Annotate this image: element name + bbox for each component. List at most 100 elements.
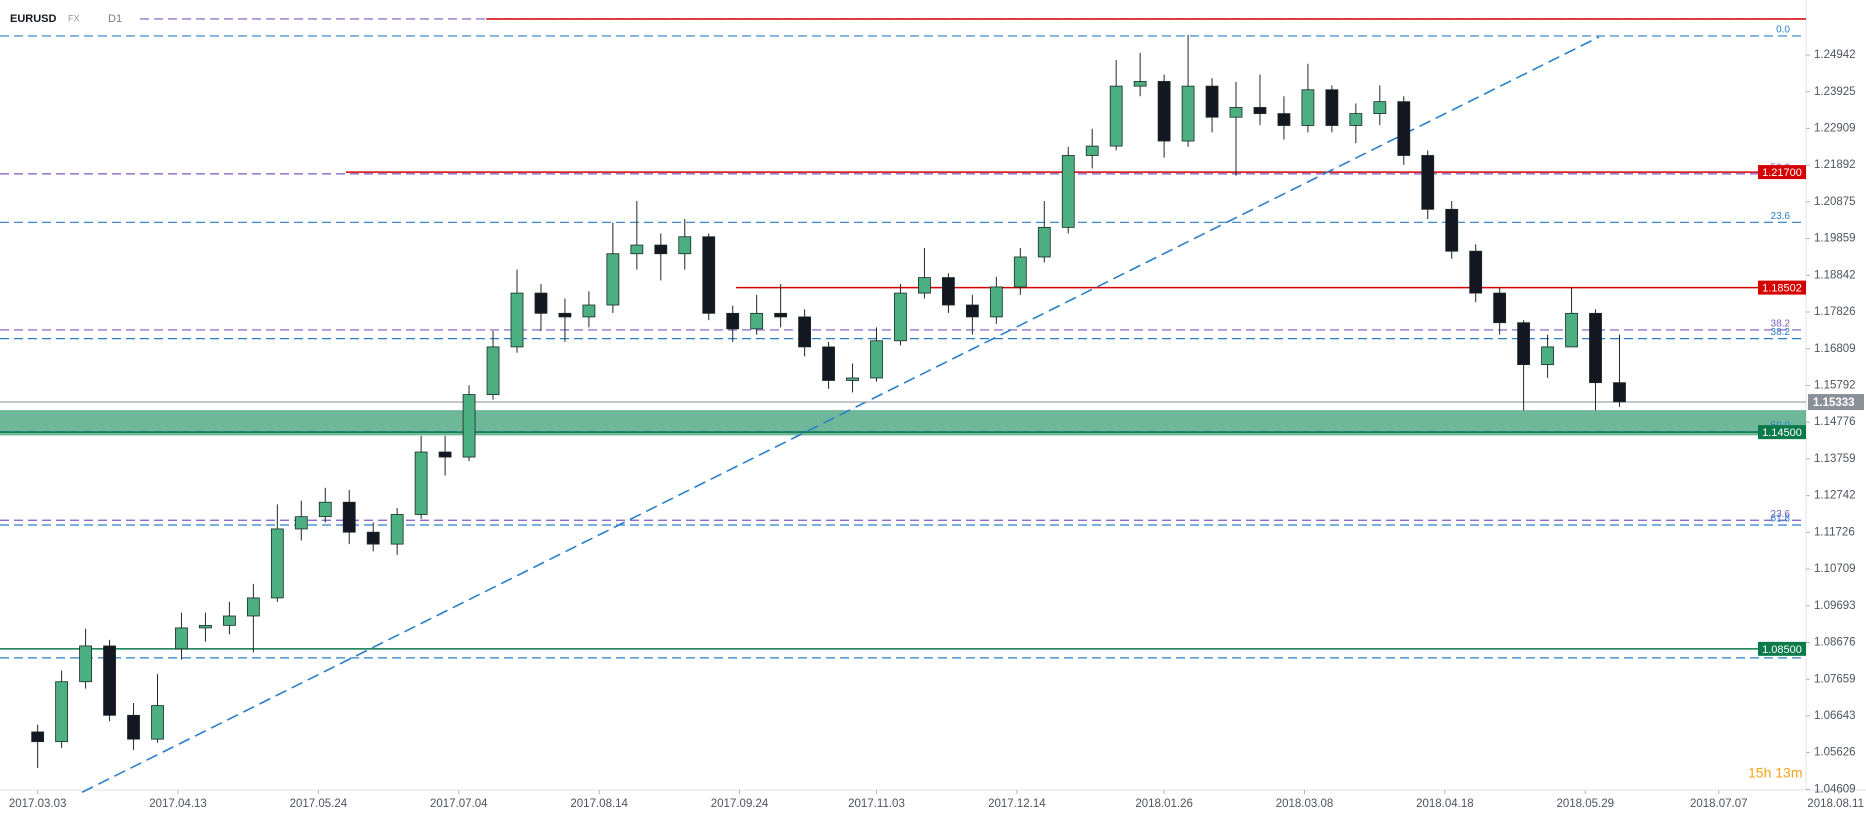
x-tick-label: 2017.03.03 bbox=[9, 798, 67, 810]
candle-body bbox=[918, 277, 931, 294]
x-tick-label: 2017.05.24 bbox=[290, 798, 348, 810]
header-bg bbox=[0, 10, 140, 28]
candle-body bbox=[318, 501, 332, 518]
level-box bbox=[1758, 280, 1806, 295]
candle-body bbox=[1469, 250, 1483, 294]
x-tick-label: 2017.12.14 bbox=[988, 798, 1046, 810]
candle-body bbox=[965, 304, 979, 318]
candle-body bbox=[894, 292, 907, 342]
timeframe: D1 bbox=[108, 13, 122, 25]
x-tick-label: 2018.07.07 bbox=[1690, 798, 1748, 810]
candle-body bbox=[558, 312, 572, 318]
candle-body bbox=[31, 731, 45, 743]
candle-body bbox=[199, 624, 212, 629]
candle-body bbox=[1349, 113, 1363, 126]
candle-body bbox=[1133, 81, 1147, 87]
candle-body bbox=[486, 346, 500, 395]
candle-body bbox=[822, 346, 835, 381]
candle-body bbox=[103, 645, 116, 716]
fib-label: 0.0 bbox=[1776, 25, 1790, 36]
candle-body bbox=[726, 312, 740, 330]
candle-body bbox=[462, 394, 476, 458]
candle-body bbox=[534, 292, 548, 314]
candle-body bbox=[1493, 292, 1507, 324]
candle-body bbox=[1397, 101, 1411, 156]
y-tick-label: 1.22909 bbox=[1814, 122, 1856, 134]
x-tick-label: 2018.01.26 bbox=[1135, 798, 1193, 810]
candle-body bbox=[1541, 346, 1554, 366]
x-tick-label: 2017.07.04 bbox=[430, 798, 488, 810]
y-tick-label: 1.06643 bbox=[1814, 710, 1856, 722]
y-tick-label: 1.08676 bbox=[1814, 637, 1856, 649]
fib-label: 23.6 bbox=[1771, 509, 1791, 520]
y-tick-label: 1.14776 bbox=[1814, 416, 1856, 428]
candle-body bbox=[1445, 208, 1459, 252]
y-tick-label: 1.16809 bbox=[1814, 343, 1856, 355]
candle-body bbox=[702, 236, 716, 314]
candle-body bbox=[1277, 113, 1291, 126]
candle-body bbox=[270, 528, 284, 599]
candle-body bbox=[1613, 382, 1626, 403]
candle-body bbox=[510, 292, 524, 348]
candle-body bbox=[222, 615, 236, 626]
candle-body bbox=[1205, 85, 1219, 118]
candle-body bbox=[1301, 89, 1315, 126]
candle-body bbox=[1037, 226, 1051, 258]
market: FX bbox=[68, 13, 80, 23]
symbol: EURUSD bbox=[10, 13, 57, 25]
candle-body bbox=[1589, 312, 1602, 384]
fib-label: 38.2 bbox=[1771, 327, 1791, 338]
candle-body bbox=[127, 714, 140, 740]
candle-body bbox=[366, 531, 380, 545]
candle-body bbox=[1517, 322, 1531, 366]
candle-body bbox=[582, 304, 596, 318]
y-tick-label: 1.18842 bbox=[1814, 269, 1856, 281]
candle-body bbox=[630, 244, 644, 255]
x-tick-label: 2018.08.11 bbox=[1807, 798, 1864, 810]
candle-body bbox=[1253, 107, 1267, 114]
support-zone bbox=[0, 410, 1806, 436]
x-tick-label: 2017.11.03 bbox=[848, 798, 905, 810]
candle-body bbox=[151, 705, 164, 740]
level-label: 1.21700 bbox=[1762, 167, 1802, 179]
candle-body bbox=[175, 627, 188, 650]
candle-body bbox=[798, 316, 812, 348]
y-tick-label: 1.10709 bbox=[1814, 563, 1856, 575]
candle-body bbox=[1061, 155, 1075, 228]
current-price-label: 1.15333 bbox=[1813, 397, 1855, 409]
y-tick-label: 1.12742 bbox=[1814, 490, 1856, 502]
x-tick-label: 2017.08.14 bbox=[570, 798, 628, 810]
x-tick-label: 2017.09.24 bbox=[711, 798, 769, 810]
candle-body bbox=[1085, 145, 1099, 156]
y-tick-label: 1.07659 bbox=[1814, 673, 1856, 685]
y-tick-label: 1.13759 bbox=[1814, 453, 1856, 465]
y-tick-label: 1.04609 bbox=[1814, 783, 1856, 795]
y-tick-label: 1.17826 bbox=[1814, 306, 1856, 318]
candle-body bbox=[1565, 312, 1578, 348]
y-tick-label: 1.23925 bbox=[1814, 86, 1856, 98]
candle-body bbox=[870, 340, 883, 379]
y-tick-label: 1.24942 bbox=[1814, 49, 1856, 61]
level-box bbox=[1758, 641, 1806, 656]
y-tick-label: 1.15792 bbox=[1814, 380, 1856, 392]
fib-label: 61.8 bbox=[1771, 514, 1791, 525]
y-tick-label: 1.20875 bbox=[1814, 196, 1856, 208]
candle-body bbox=[438, 451, 452, 458]
level-box bbox=[1758, 425, 1806, 440]
candle-body bbox=[246, 597, 260, 617]
candle-body bbox=[414, 451, 428, 515]
candle-body bbox=[1013, 256, 1027, 288]
candle-body bbox=[79, 645, 92, 683]
x-tick-label: 2018.03.08 bbox=[1276, 798, 1334, 810]
candle-body bbox=[1229, 107, 1243, 118]
candle-body bbox=[654, 244, 668, 255]
current-price-box bbox=[1808, 394, 1864, 411]
x-tick-label: 2018.05.29 bbox=[1556, 798, 1614, 810]
level-label: 1.08500 bbox=[1762, 644, 1802, 656]
y-tick-label: 1.11726 bbox=[1814, 526, 1855, 538]
candle-body bbox=[342, 501, 356, 533]
candle-body bbox=[1325, 89, 1339, 126]
candle-body bbox=[846, 377, 859, 381]
y-tick-label: 1.19859 bbox=[1814, 233, 1856, 245]
